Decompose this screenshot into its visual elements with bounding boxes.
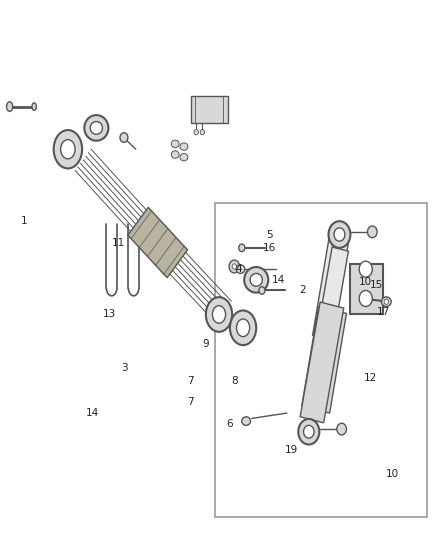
- Text: 2: 2: [299, 286, 306, 295]
- Bar: [350, 264, 383, 314]
- Ellipse shape: [90, 122, 102, 134]
- Ellipse shape: [244, 267, 268, 293]
- Text: 13: 13: [103, 310, 116, 319]
- Text: 6: 6: [226, 419, 233, 429]
- Ellipse shape: [359, 261, 372, 277]
- Ellipse shape: [232, 264, 237, 269]
- Text: 3: 3: [121, 363, 128, 373]
- Ellipse shape: [237, 319, 250, 337]
- Ellipse shape: [359, 290, 372, 306]
- Text: 10: 10: [359, 278, 372, 287]
- Text: 14: 14: [272, 275, 285, 285]
- Ellipse shape: [180, 143, 188, 150]
- Ellipse shape: [84, 115, 109, 141]
- Ellipse shape: [229, 260, 240, 273]
- Text: 9: 9: [202, 339, 209, 349]
- Ellipse shape: [171, 140, 179, 148]
- Ellipse shape: [230, 310, 256, 345]
- Ellipse shape: [250, 273, 262, 286]
- Bar: [313, 236, 349, 340]
- Bar: [215, 203, 427, 517]
- Ellipse shape: [32, 103, 36, 110]
- Ellipse shape: [180, 154, 188, 161]
- Text: 5: 5: [266, 230, 273, 239]
- Ellipse shape: [236, 265, 245, 273]
- Text: 10: 10: [385, 470, 399, 479]
- Text: 19: 19: [285, 446, 298, 455]
- Ellipse shape: [367, 226, 377, 238]
- Ellipse shape: [242, 417, 251, 425]
- Ellipse shape: [259, 287, 265, 294]
- Ellipse shape: [334, 228, 345, 241]
- Ellipse shape: [212, 306, 226, 323]
- Ellipse shape: [381, 297, 391, 306]
- Ellipse shape: [171, 151, 179, 158]
- Ellipse shape: [239, 244, 245, 252]
- Ellipse shape: [7, 102, 13, 111]
- Bar: [300, 302, 344, 423]
- Text: 4: 4: [235, 264, 242, 274]
- Ellipse shape: [304, 425, 314, 438]
- Text: 7: 7: [187, 376, 194, 386]
- Ellipse shape: [194, 130, 198, 135]
- Bar: [128, 207, 187, 278]
- Text: 15: 15: [370, 280, 383, 290]
- Ellipse shape: [200, 130, 205, 135]
- Ellipse shape: [53, 130, 82, 168]
- Ellipse shape: [337, 423, 346, 435]
- Ellipse shape: [384, 299, 389, 304]
- Bar: [302, 306, 346, 413]
- Ellipse shape: [120, 133, 128, 142]
- Ellipse shape: [298, 419, 319, 445]
- Text: 1: 1: [21, 216, 28, 226]
- Ellipse shape: [206, 297, 232, 332]
- Text: 14: 14: [85, 408, 99, 418]
- Bar: [191, 96, 228, 123]
- Text: 11: 11: [112, 238, 125, 247]
- Bar: [313, 247, 348, 361]
- Ellipse shape: [60, 140, 75, 159]
- Ellipse shape: [328, 221, 350, 248]
- Text: 16: 16: [263, 243, 276, 253]
- Text: 8: 8: [231, 376, 238, 386]
- Text: 7: 7: [187, 398, 194, 407]
- Text: 17: 17: [377, 307, 390, 317]
- Text: 12: 12: [364, 374, 377, 383]
